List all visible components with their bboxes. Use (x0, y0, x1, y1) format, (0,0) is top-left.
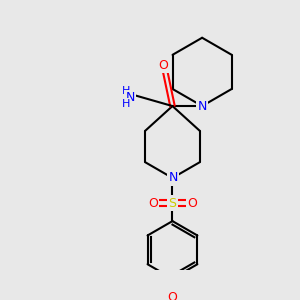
Text: H: H (122, 86, 130, 96)
Text: O: O (148, 196, 158, 210)
Text: N: N (125, 92, 135, 104)
Text: H: H (122, 99, 130, 109)
Text: N: N (197, 100, 207, 112)
Text: S: S (169, 196, 176, 210)
Text: O: O (187, 196, 197, 210)
Text: O: O (167, 291, 177, 300)
Text: O: O (158, 59, 168, 72)
Text: N: N (169, 172, 178, 184)
